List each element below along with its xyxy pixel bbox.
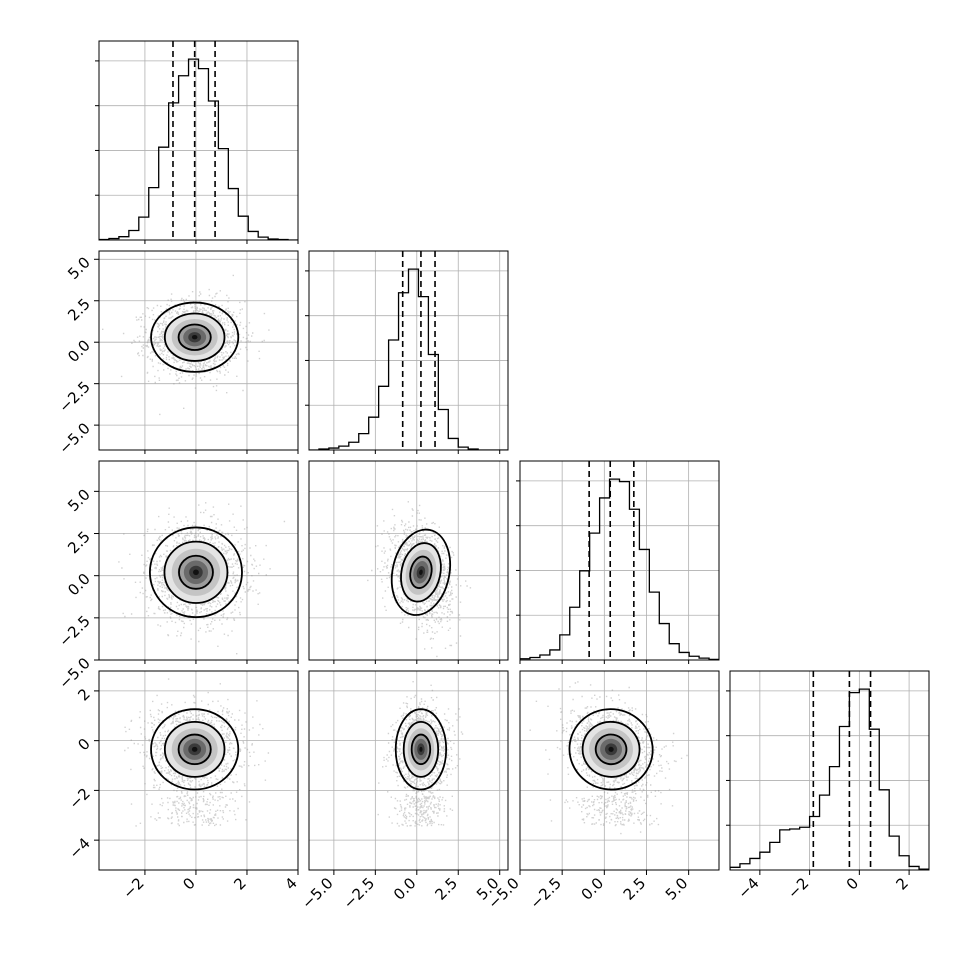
y-tick-label: −2.5 — [55, 378, 93, 416]
panel-frame — [308, 670, 509, 871]
density-level-5 — [608, 746, 614, 752]
x-tick-label: −2.5 — [340, 874, 378, 912]
contour-1 — [581, 720, 641, 778]
pair-content — [309, 461, 508, 660]
contour-0 — [150, 301, 240, 373]
contour-2 — [178, 554, 214, 590]
histogram-0 — [99, 58, 298, 240]
contour-0 — [390, 528, 451, 616]
pair-panel-3-2 — [519, 670, 720, 871]
contour-2 — [177, 323, 212, 351]
x-tick-label: 4 — [281, 874, 300, 893]
pair-panel-2-0 — [98, 460, 299, 661]
pair-content — [99, 461, 298, 660]
y-tick-label: −5.0 — [55, 419, 93, 457]
histogram-1 — [309, 268, 508, 450]
density-level-5 — [191, 746, 198, 752]
hist-panel-3 — [726, 670, 930, 871]
hist-panel-1 — [305, 250, 509, 451]
panel-frame — [308, 460, 509, 661]
y-tick-label: −5.0 — [55, 654, 93, 692]
sample-points — [118, 502, 286, 655]
pair-content — [99, 671, 298, 870]
x-tick-label: 0.0 — [578, 874, 608, 904]
contour-1 — [163, 312, 226, 362]
x-tick-label: 0.0 — [390, 874, 420, 904]
density-level-5 — [419, 569, 423, 576]
contour-1 — [163, 720, 226, 778]
x-tick-label: 2.5 — [431, 874, 461, 904]
contour-0 — [394, 708, 448, 791]
y-tick-label: 5.0 — [64, 253, 94, 283]
hist-panel-2 — [516, 460, 720, 661]
y-tick-label: −2 — [65, 785, 93, 813]
contour-2 — [410, 733, 432, 766]
pair-panel-3-1 — [308, 670, 509, 871]
contour-1 — [163, 540, 229, 604]
x-tick-label: 2.5 — [620, 874, 650, 904]
x-tick-label: −5.0 — [298, 874, 336, 912]
histogram-3 — [730, 688, 929, 870]
histogram-2 — [520, 478, 719, 660]
y-tick-label: −2.5 — [55, 612, 93, 650]
density-level-5 — [191, 335, 198, 340]
contour-2 — [594, 733, 628, 766]
y-tick-label: 5.0 — [64, 485, 94, 515]
contour-2 — [177, 733, 212, 766]
pair-panel-3-0 — [98, 670, 299, 871]
density-level-5 — [419, 746, 423, 752]
panel-frame — [308, 250, 509, 451]
panel-frame — [98, 250, 299, 451]
panel-frame — [519, 460, 720, 661]
pair-panel-1-0 — [98, 250, 299, 451]
contour-1 — [400, 542, 442, 603]
x-tick-label: −2 — [784, 874, 812, 902]
x-tick-label: 5.0 — [662, 874, 692, 904]
x-tick-label: 0 — [843, 874, 862, 893]
panel-frame — [98, 460, 299, 661]
panel-frame — [98, 670, 299, 871]
density-level-5 — [193, 569, 199, 576]
x-tick-label: 2 — [892, 874, 911, 893]
pair-content — [309, 671, 508, 870]
contour-0 — [150, 708, 240, 791]
pair-content — [99, 251, 298, 450]
y-tick-label: 2.5 — [64, 528, 94, 558]
x-tick-label: −4 — [734, 874, 762, 902]
panel-frame — [519, 670, 720, 871]
y-tick-label: 0 — [74, 735, 93, 754]
x-tick-label: 2 — [230, 874, 249, 893]
pair-panel-2-1 — [308, 460, 509, 661]
y-tick-label: 0.0 — [64, 336, 94, 366]
y-tick-label: 2 — [74, 685, 93, 704]
panel-frame — [729, 670, 930, 871]
contour-0 — [148, 526, 243, 619]
panel-frame — [98, 40, 299, 241]
contour-2 — [409, 555, 433, 589]
x-tick-label: −2.5 — [526, 874, 564, 912]
y-tick-label: 2.5 — [64, 295, 94, 325]
x-tick-label: −2 — [119, 874, 147, 902]
y-tick-label: 0.0 — [64, 570, 94, 600]
contour-1 — [402, 720, 440, 778]
x-tick-label: 0 — [179, 874, 198, 893]
pair-content — [520, 671, 719, 870]
hist-panel-0 — [95, 40, 299, 241]
y-tick-label: −4 — [65, 834, 93, 862]
contour-0 — [568, 708, 654, 791]
